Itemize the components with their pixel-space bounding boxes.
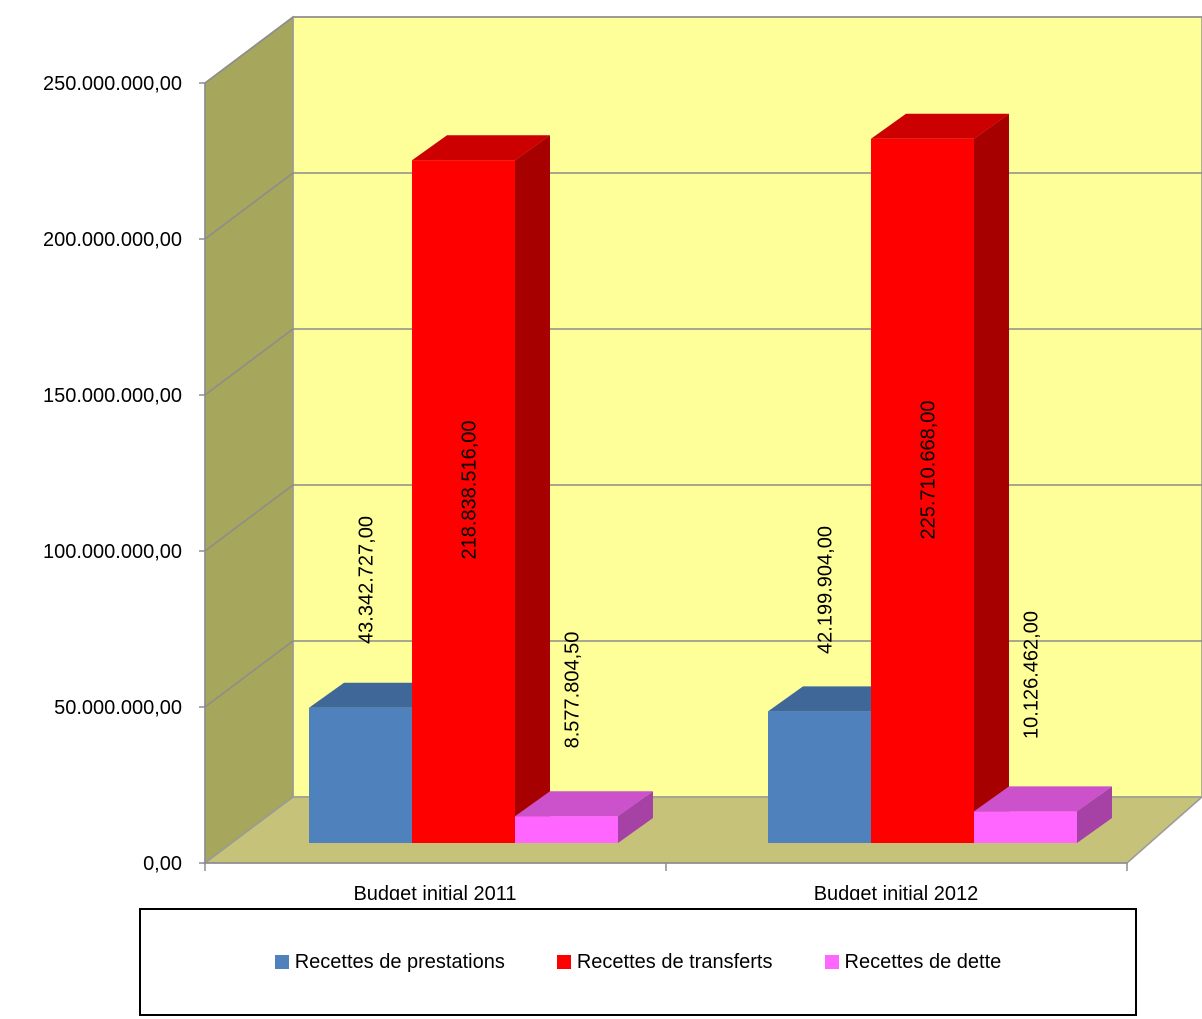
legend-item-dette: Recettes de dette	[824, 950, 1002, 974]
legend-label-transferts: Recettes de transferts	[576, 950, 773, 973]
data-label: 218.838.516,00	[459, 420, 481, 559]
legend: Recettes de prestations Recettes de tran…	[139, 908, 1137, 1016]
bar-top	[412, 135, 550, 161]
data-label: 8.577.804,50	[562, 632, 584, 749]
bar	[515, 791, 653, 843]
legend-label-prestations: Recettes de prestations	[294, 950, 505, 973]
data-label: 10.126.462,00	[1021, 611, 1043, 739]
bar	[871, 113, 1009, 843]
y-tick-label: 50.000.000,00	[54, 697, 182, 719]
y-tick-label: 100.000.000,00	[43, 541, 182, 563]
x-tick-label: Budget initial 2011	[353, 883, 516, 900]
data-label: 43.342.727,00	[356, 516, 378, 644]
bar-front	[871, 138, 974, 843]
bar-top	[974, 786, 1112, 812]
gridlines	[204, 16, 1202, 708]
y-tick-label: 200.000.000,00	[43, 229, 182, 251]
bar-side	[618, 791, 653, 843]
legend-swatch-dette	[824, 955, 839, 969]
x-axis: Budget initial 2011 Budget initial 2012	[204, 862, 1128, 900]
y-tick-label: 250.000.000,00	[43, 73, 182, 95]
legend-swatch-transferts	[556, 955, 571, 969]
legend-swatch-prestations	[274, 955, 289, 969]
bar-front	[309, 707, 412, 843]
bar-front	[768, 711, 871, 843]
legend-item-prestations: Recettes de prestations	[274, 950, 505, 974]
data-label: 225.710.668,00	[918, 400, 940, 539]
gridline-side	[204, 328, 294, 396]
y-axis: 0,00 50.000.000,00 100.000.000,00 150.000.0…	[43, 73, 206, 875]
gridline-side	[204, 640, 294, 708]
bar-top	[871, 113, 1009, 139]
legend-item-transferts: Recettes de transferts	[556, 950, 773, 974]
bar	[974, 786, 1112, 843]
bar-top	[515, 791, 653, 817]
y-tick-label: 0,00	[143, 853, 182, 875]
bar-front	[412, 160, 515, 844]
bar-side	[1077, 786, 1112, 843]
gridline-side	[204, 172, 294, 240]
gridline-side	[204, 484, 294, 552]
data-labels: 43.342.727,00 42.199.904,00 218.838.516,00…	[356, 400, 1043, 748]
legend-label-dette: Recettes de dette	[844, 950, 1002, 973]
y-tick-label: 150.000.000,00	[43, 385, 182, 407]
bar-front	[515, 816, 618, 843]
side-wall	[204, 15, 294, 865]
bars	[309, 113, 1112, 844]
data-label: 42.199.904,00	[815, 526, 837, 654]
chart-canvas: 0,00 50.000.000,00 100.000.000,00 150.000.0…	[43, 15, 1202, 900]
gridline-side	[204, 16, 294, 84]
bar-front	[974, 811, 1077, 843]
bar	[412, 135, 550, 844]
bar-side	[974, 113, 1009, 843]
x-tick-label: Budget initial 2012	[814, 883, 979, 900]
bar-side	[515, 135, 550, 844]
